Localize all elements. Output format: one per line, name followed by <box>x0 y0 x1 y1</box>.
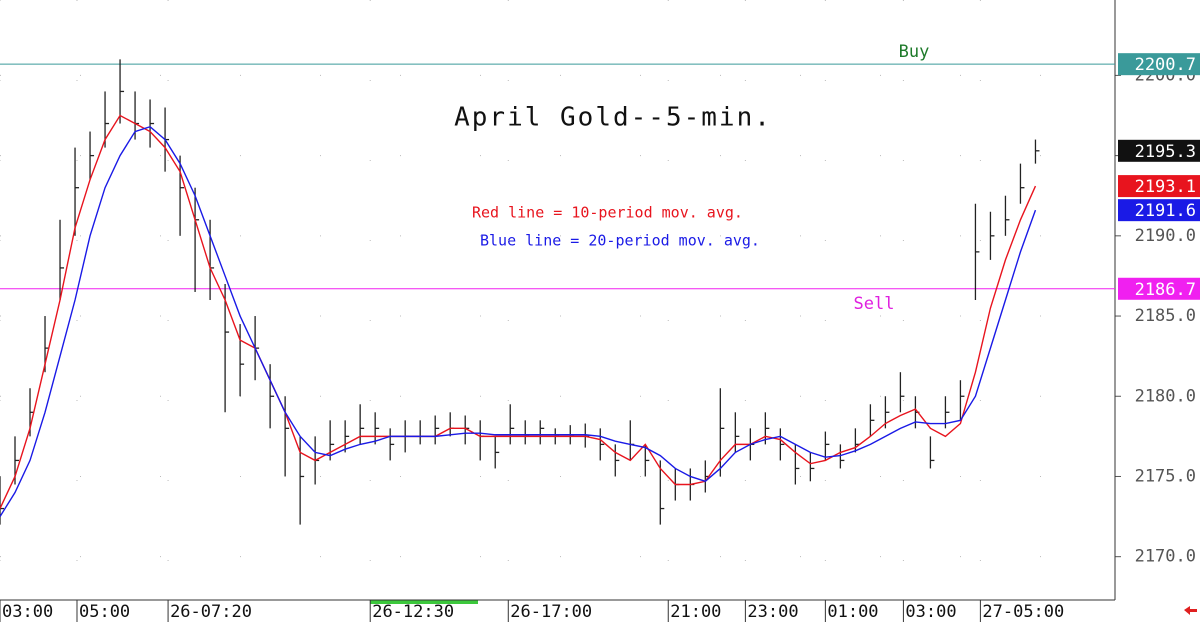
ma-last-label: 2193.1 <box>1135 177 1196 197</box>
x-tick-label: 21:00 <box>670 602 721 622</box>
level-price-box <box>1118 53 1200 76</box>
ma-last-box <box>1118 199 1200 222</box>
scroll-arrow[interactable] <box>1184 606 1197 615</box>
y-tick-label: 2190.0 <box>1135 226 1196 246</box>
last-price-box <box>1118 139 1200 162</box>
x-tick-label: 26-07:20 <box>170 602 252 622</box>
annotation: Blue line = 20-period mov. avg. <box>480 232 760 250</box>
x-tick-label: 03:00 <box>905 602 956 622</box>
x-tick-label: 01:00 <box>827 602 878 622</box>
y-tick-label: 2170.0 <box>1135 547 1196 567</box>
moving-average <box>0 125 1037 517</box>
level-name: Buy <box>899 42 930 62</box>
last-price-label: 2195.3 <box>1135 142 1196 162</box>
x-tick-label: 26-12:30 <box>372 602 454 622</box>
level-name: Sell <box>854 294 895 314</box>
y-tick-label: 2180.0 <box>1135 386 1196 406</box>
level-price-box <box>1118 277 1200 300</box>
ma-last-label: 2191.6 <box>1135 201 1196 221</box>
x-tick-label: 27-05:00 <box>982 602 1064 622</box>
y-tick-label: 2175.0 <box>1135 466 1196 486</box>
ma-last-box <box>1118 175 1200 198</box>
chart-title: April Gold--5-min. <box>454 103 772 133</box>
x-tick-label: 03:00 <box>2 602 53 622</box>
session-marker <box>370 600 478 604</box>
level-price-label: 2200.7 <box>1135 55 1196 75</box>
level-price-label: 2186.7 <box>1135 280 1196 300</box>
x-tick-label: 26-17:00 <box>510 602 592 622</box>
moving-average <box>0 114 1037 509</box>
annotation: Red line = 10-period mov. avg. <box>472 204 743 222</box>
x-tick-label: 05:00 <box>79 602 130 622</box>
y-tick-label: 2185.0 <box>1135 306 1196 326</box>
x-tick-label: 23:00 <box>747 602 798 622</box>
